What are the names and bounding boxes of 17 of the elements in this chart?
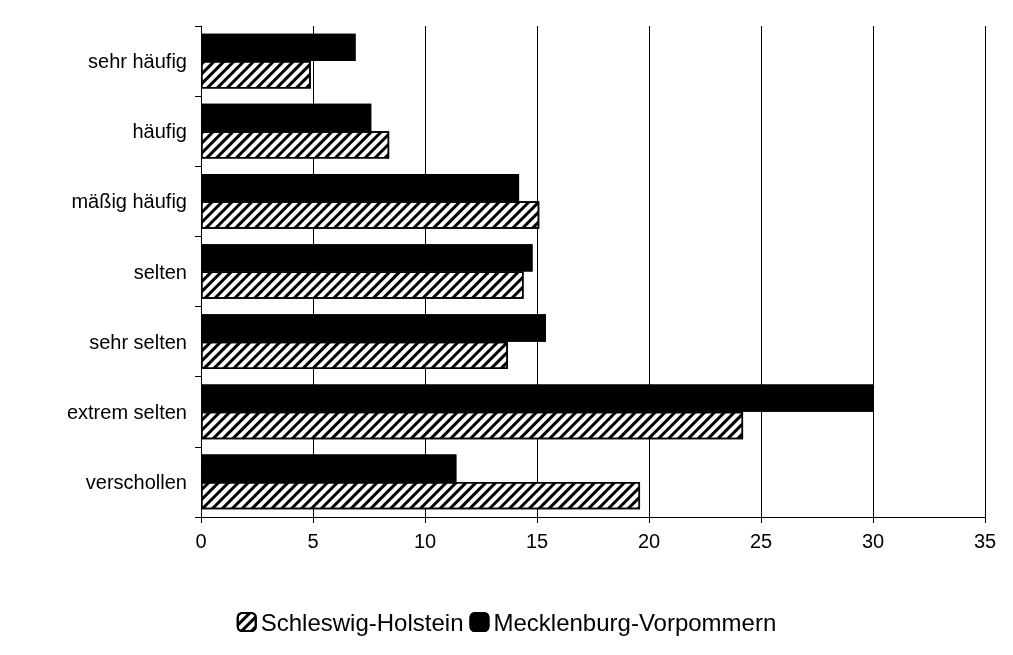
x-tick-label: 25 — [749, 530, 773, 552]
legend-label: Schleswig-Holstein — [260, 608, 464, 636]
x-tick-label: 10 — [413, 530, 437, 552]
x-tick-label: 0 — [195, 530, 207, 552]
y-tick-label: verschollen — [85, 470, 187, 493]
y-tick-label: sehr häufig — [88, 50, 187, 73]
y-tick-label: häufig — [132, 120, 187, 143]
y-tick-label: selten — [133, 260, 187, 283]
x-tick-label: 35 — [973, 530, 997, 552]
y-tick-label: sehr selten — [89, 330, 187, 353]
y-tick-label: extrem selten — [66, 400, 187, 423]
x-tick-label: 15 — [525, 530, 549, 552]
x-tick-label: 5 — [307, 530, 319, 552]
x-tick-label: 30 — [861, 530, 885, 552]
legend-label: Mecklenburg-Vorpommern — [493, 608, 777, 636]
y-tick-label: mäßig häufig — [71, 190, 187, 213]
x-tick-label: 20 — [637, 530, 661, 552]
